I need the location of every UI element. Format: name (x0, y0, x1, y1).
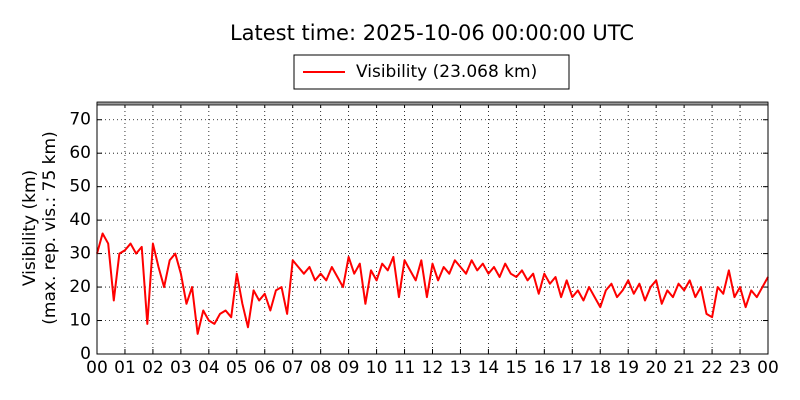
x-tick-label: 12 (422, 358, 444, 378)
x-tick-label: 01 (114, 358, 136, 378)
x-tick-label: 15 (506, 358, 528, 378)
y-axis-label: Visibility (km) (20, 170, 40, 286)
y-tick-label: 50 (69, 177, 91, 197)
x-tick-label: 19 (617, 358, 639, 378)
x-tick-label: 00 (757, 358, 779, 378)
x-tick-label: 22 (701, 358, 723, 378)
x-tick-label: 11 (394, 358, 416, 378)
y-tick-label: 60 (69, 143, 91, 163)
x-tick-label: 14 (478, 358, 500, 378)
plot-frame (96, 102, 769, 355)
x-tick-label: 10 (366, 358, 388, 378)
x-tick-label: 17 (561, 358, 583, 378)
x-tick-label: 08 (310, 358, 332, 378)
data-line (96, 232, 769, 335)
x-tick-label: 04 (198, 358, 220, 378)
chart-title: Latest time: 2025-10-06 00:00:00 UTC (230, 21, 634, 45)
x-tick-label: 02 (142, 358, 164, 378)
y-tick-label: 10 (69, 311, 91, 331)
legend-label: Visibility (23.068 km) (356, 62, 537, 82)
x-tick-label: 21 (673, 358, 695, 378)
x-tick-label: 03 (170, 358, 192, 378)
y-tick-label: 20 (69, 277, 91, 297)
y-tick-label: 0 (80, 344, 91, 364)
x-tick-label: 20 (645, 358, 667, 378)
x-tick-label: 23 (729, 358, 751, 378)
y-tick-label: 30 (69, 244, 91, 264)
x-tick-label: 06 (254, 358, 276, 378)
x-tick-label: 13 (450, 358, 472, 378)
x-tick-label: 07 (282, 358, 304, 378)
x-tick-label: 09 (338, 358, 360, 378)
x-tick-label: 16 (534, 358, 556, 378)
x-tick-label: 00 (86, 358, 108, 378)
x-tick-label: 05 (226, 358, 248, 378)
y-axis-label: (max. rep. vis.: 75 km) (40, 131, 60, 324)
y-tick-label: 40 (69, 210, 91, 230)
x-tick-label: 18 (589, 358, 611, 378)
y-tick-label: 70 (69, 110, 91, 130)
plot-top-band (96, 101, 769, 106)
